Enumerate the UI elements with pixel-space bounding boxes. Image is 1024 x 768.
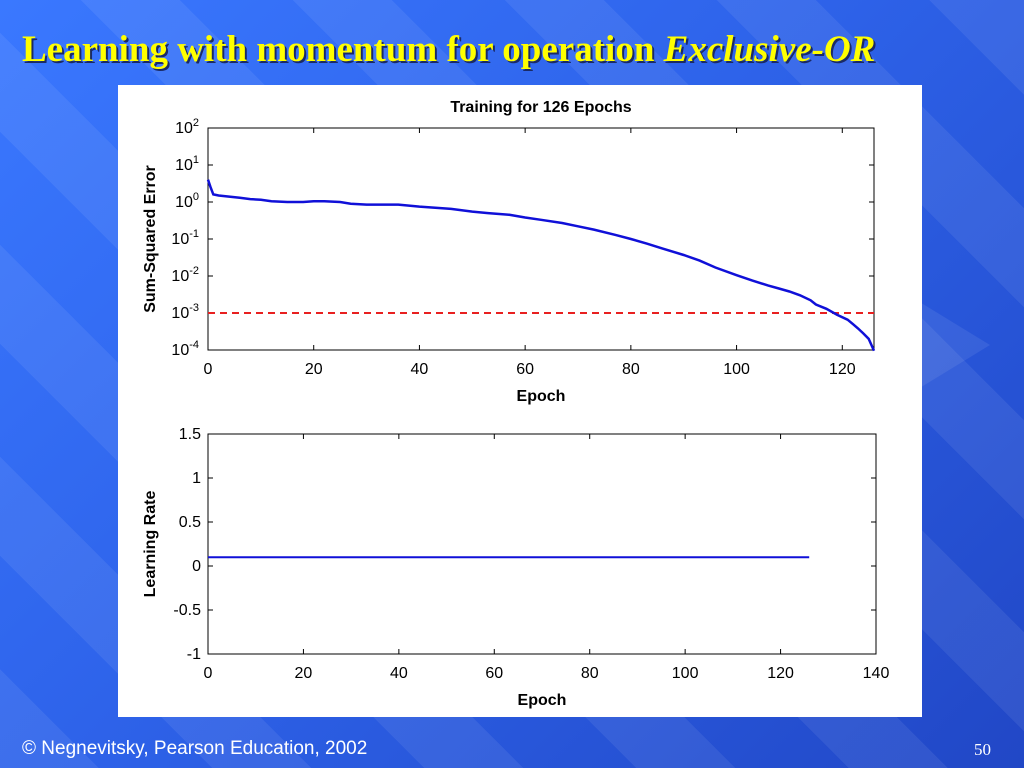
plot-frame-sse — [207, 127, 875, 351]
slide-title-emphasis: Exclusive-OR — [663, 29, 876, 70]
x-tick-label-lr: 140 — [863, 665, 890, 682]
y-tick-label-lr: 0 — [192, 558, 201, 575]
x-tick-label-lr: 120 — [767, 665, 794, 682]
y-tick-base: 10 — [175, 157, 193, 174]
x-tick-label-sse: 60 — [516, 361, 534, 378]
x-tick-label-lr: 80 — [581, 665, 599, 682]
y-tick-base: 10 — [171, 231, 189, 248]
y-tick-label-sse: 101 — [175, 154, 199, 174]
y-tick-base: 10 — [175, 120, 193, 137]
figure-panel: Training for 126 Epochs 102 101 100 10-1 10-2… — [118, 85, 922, 717]
y-tick-label-sse: 102 — [175, 117, 199, 137]
y-tick-exponent: 0 — [193, 191, 199, 203]
sse-series-line — [206, 179, 876, 352]
x-axis-label-lr: Epoch — [518, 692, 567, 709]
y-tick-label-sse: 10-1 — [171, 228, 199, 248]
x-tick-label-lr: 20 — [295, 665, 313, 682]
y-tick-label-sse: 100 — [175, 191, 199, 211]
y-tick-label-lr: 0.5 — [179, 514, 201, 531]
y-tick-label-sse: 10-4 — [171, 339, 199, 359]
y-tick-label-lr: -0.5 — [173, 602, 201, 619]
y-tick-exponent: -1 — [189, 228, 199, 240]
plot-frame-learning-rate — [207, 433, 877, 655]
y-tick-base: 10 — [175, 194, 193, 211]
x-tick-label-lr: 40 — [390, 665, 408, 682]
x-tick-label-lr: 60 — [485, 665, 503, 682]
x-tick-label-sse: 80 — [622, 361, 640, 378]
y-tick-exponent: -2 — [189, 265, 199, 277]
y-tick-exponent: -3 — [189, 302, 199, 314]
y-tick-label-sse: 10-3 — [171, 302, 199, 322]
y-tick-label-lr: 1 — [192, 470, 201, 487]
y-tick-label-lr: 1.5 — [179, 426, 201, 443]
x-tick-label-sse: 120 — [829, 361, 856, 378]
y-tick-base: 10 — [171, 305, 189, 322]
y-tick-label-lr: -1 — [187, 646, 201, 663]
page-number: 50 — [974, 740, 991, 759]
x-tick-label-sse: 20 — [305, 361, 323, 378]
x-tick-label-sse: 0 — [204, 361, 213, 378]
x-axis-label-sse: Epoch — [517, 388, 566, 405]
y-tick-exponent: 1 — [193, 154, 199, 166]
x-tick-label-lr: 0 — [204, 665, 213, 682]
x-tick-label-lr: 100 — [672, 665, 699, 682]
y-axis-label-sse: Sum-Squared Error — [142, 165, 159, 313]
y-tick-base: 10 — [171, 342, 189, 359]
x-tick-label-sse: 40 — [411, 361, 429, 378]
chart-title: Training for 126 Epochs — [450, 99, 631, 116]
figure-svg: Training for 126 Epochs10210110010-110-2… — [142, 99, 890, 709]
slide-title-main: Learning with momentum for operation — [22, 29, 664, 70]
y-tick-base: 10 — [171, 268, 189, 285]
y-tick-exponent: 2 — [193, 117, 199, 129]
slide-title: Learning with momentum for operation Exc… — [22, 28, 875, 71]
y-axis-label-lr: Learning Rate — [142, 491, 159, 598]
x-tick-label-sse: 100 — [723, 361, 750, 378]
y-tick-label-sse: 10-2 — [171, 265, 199, 285]
footer-copyright: © Negnevitsky, Pearson Education, 2002 — [22, 738, 368, 759]
y-tick-exponent: -4 — [189, 339, 199, 351]
